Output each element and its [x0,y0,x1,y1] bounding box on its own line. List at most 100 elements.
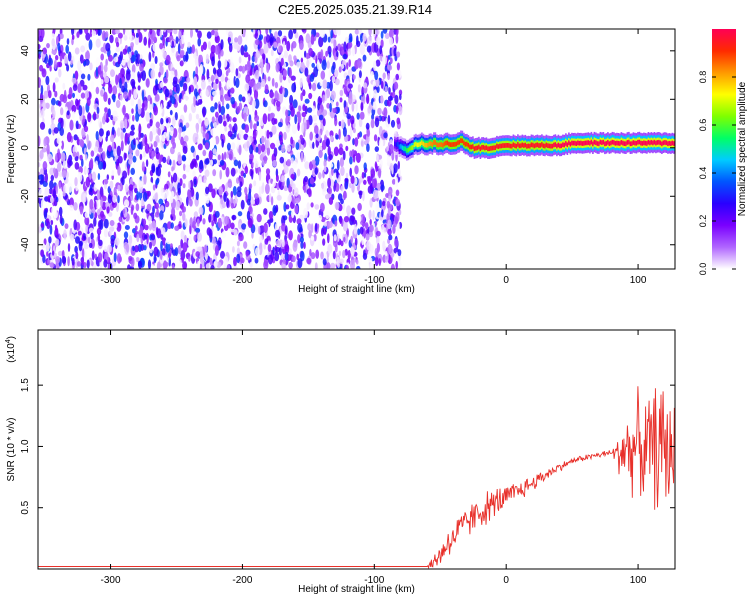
signal-mark [616,140,618,146]
signal-mark [476,145,479,151]
noise-mark [295,142,300,151]
noise-mark [354,137,359,147]
noise-mark [358,70,362,79]
noise-mark [108,54,113,62]
noise-mark [162,51,167,59]
noise-mark [182,82,188,92]
noise-mark [350,235,354,244]
noise-mark [149,97,153,105]
noise-mark [211,188,216,199]
signal-mark [596,141,599,146]
y-tick-label: -20 [20,189,31,204]
noise-mark [117,155,123,164]
noise-mark [336,256,340,263]
noise-mark [182,212,186,222]
noise-mark [210,106,215,113]
noise-mark [72,111,75,119]
noise-mark [47,153,53,163]
noise-mark [99,186,104,197]
noise-mark [224,95,230,102]
noise-mark [105,58,108,67]
signal-mark [512,142,515,148]
noise-mark [333,29,339,36]
noise-mark [398,105,403,116]
noise-mark [322,258,327,266]
noise-mark [338,66,342,73]
noise-mark [157,127,162,136]
signal-mark [560,143,563,149]
noise-mark [150,234,156,241]
signal-mark [590,139,593,145]
noise-mark [289,60,294,67]
noise-mark [57,250,63,256]
noise-mark [169,109,173,116]
noise-mark [47,57,53,66]
signal-mark [425,142,428,148]
noise-mark [354,165,359,175]
noise-mark [365,122,370,130]
noise-mark [297,114,302,124]
signal-mark [544,143,546,149]
signal-mark [581,141,584,146]
noise-mark [339,258,344,264]
noise-mark [346,205,352,216]
noise-mark [189,217,193,227]
noise-mark [167,171,171,178]
noise-mark [338,128,341,140]
noise-mark [318,214,323,222]
noise-mark [327,186,332,195]
noise-mark [374,117,380,128]
noise-mark [153,140,158,148]
noise-mark [243,241,248,249]
noise-mark [206,68,210,80]
noise-mark [41,53,45,61]
signal-mark [398,144,401,150]
noise-mark [160,134,166,142]
noise-mark [106,131,109,139]
signal-mark [593,139,596,145]
noise-mark [245,74,251,84]
noise-mark [131,64,136,74]
noise-mark [294,31,299,39]
noise-mark [263,243,267,250]
noise-mark [269,29,272,35]
noise-mark [100,53,104,61]
noise-mark [48,90,52,99]
noise-mark [74,177,78,187]
noise-mark [121,59,126,66]
signal-mark [448,141,450,147]
noise-mark [263,222,268,234]
noise-mark [100,210,105,218]
signal-band [394,130,675,161]
noise-mark [255,69,260,80]
noise-mark [161,237,167,246]
noise-mark [155,135,160,143]
noise-mark [136,233,140,243]
noise-mark [109,230,113,236]
noise-mark [249,70,253,76]
noise-mark [180,230,185,240]
noise-mark [263,155,268,164]
signal-mark [415,141,417,147]
signal-mark [442,142,444,148]
noise-mark [174,69,178,78]
noise-mark [314,204,320,210]
noise-mark [128,184,134,191]
noise-mark [132,245,135,252]
noise-mark [283,185,288,192]
noise-mark [168,29,173,33]
noise-mark [183,125,187,132]
noise-mark [366,95,370,105]
noise-mark [325,210,330,220]
noise-mark [320,70,326,80]
noise-mark [63,54,69,64]
signal-mark [652,140,654,146]
noise-mark [304,67,309,77]
noise-mark [214,227,218,237]
noise-mark [253,89,259,100]
noise-mark [383,107,388,118]
noise-mark [117,32,123,39]
noise-mark [394,94,399,105]
noise-mark [336,169,339,179]
